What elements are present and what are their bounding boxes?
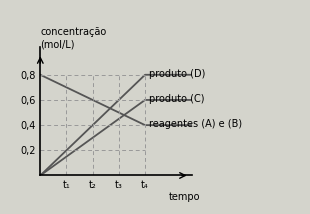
Text: produto (D): produto (D) [149, 69, 205, 79]
Text: concentração: concentração [40, 27, 107, 37]
Text: reagentes (A) e (B): reagentes (A) e (B) [149, 119, 242, 129]
Text: (mol/L): (mol/L) [40, 40, 75, 50]
Text: produto (C): produto (C) [149, 94, 205, 104]
Text: tempo: tempo [169, 192, 200, 202]
